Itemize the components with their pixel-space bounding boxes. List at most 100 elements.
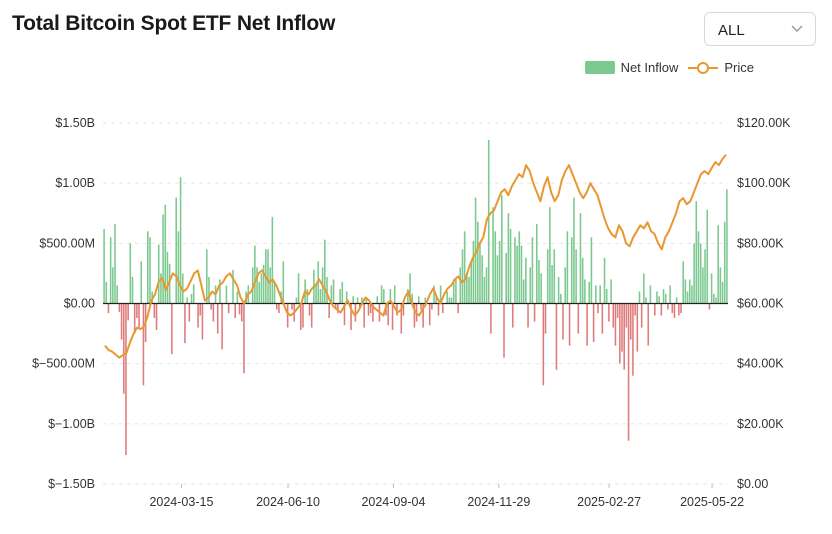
net-inflow-bar [278,303,280,314]
net-inflow-bar [557,277,560,304]
net-inflow-bar [275,303,278,310]
net-inflow-bar [319,289,322,304]
net-inflow-bar [232,269,234,304]
net-inflow-bar [529,267,532,304]
net-inflow-bar [511,303,514,328]
net-inflow-bar [584,279,586,304]
net-inflow-bar [227,303,230,314]
net-inflow-bar [592,303,595,343]
net-inflow-bar [533,303,536,322]
net-inflow-bar [326,277,328,304]
net-inflow-bar [413,303,416,328]
net-inflow-bar [636,303,639,352]
net-inflow-bar [483,277,486,304]
net-inflow-bar [297,273,300,304]
net-inflow-bar [461,249,464,304]
legend-item-net-inflow[interactable]: Net Inflow [584,60,678,75]
net-inflow-bar [105,281,108,304]
net-inflow-bar [387,303,389,326]
net-inflow-bar [422,303,424,328]
net-inflow-bar [514,237,516,304]
net-inflow-bar [107,303,110,314]
net-inflow-bar [162,214,164,304]
net-inflow-bar [721,281,724,304]
net-inflow-bar [142,303,145,386]
net-inflow-bar [566,231,569,304]
net-inflow-bar [699,243,702,304]
net-inflow-bar [599,285,601,304]
net-inflow-bar [647,303,650,346]
net-inflow-bar [238,303,241,315]
net-inflow-bar [350,303,352,330]
net-inflow-bar [160,273,162,304]
net-inflow-bar [487,139,490,304]
net-inflow-bar [588,281,591,304]
range-select[interactable]: ALL [704,12,816,46]
net-inflow-bar [332,279,335,304]
net-inflow-bar [627,303,630,441]
net-inflow-bar [380,285,383,304]
net-inflow-bar [496,255,499,304]
net-inflow-bar [481,255,483,304]
net-inflow-bar [623,303,625,370]
net-inflow-bar [254,245,256,304]
legend-item-price[interactable]: Price [688,60,754,75]
net-inflow-bar [472,240,475,304]
net-inflow-bar [697,231,700,304]
net-inflow-bar [433,285,435,304]
net-inflow-bar [291,303,293,310]
net-inflow-bar [612,303,615,328]
net-inflow-bar [691,285,693,304]
net-inflow-bar [306,289,309,304]
y-left-tick-label: $1.00B [55,176,95,190]
net-inflow-bar [492,207,494,304]
net-inflow-bar [575,249,577,304]
net-inflow-bar [372,303,374,322]
net-inflow-bar [485,267,488,304]
net-inflow-bar [140,261,143,304]
net-inflow-bar [597,303,599,314]
net-inflow-bar [164,204,167,304]
net-inflow-bar [114,224,116,304]
net-inflow-bar [192,284,195,304]
net-inflow-bar [184,303,186,344]
net-inflow-bar [175,197,177,304]
net-inflow-bar [520,245,523,304]
net-inflow-bar [345,291,348,304]
x-tick-label: 2024-11-29 [467,495,530,509]
y-left-tick-label: $0.00 [64,297,95,311]
chart-legend: Net Inflow Price [584,60,754,75]
net-inflow-bar [138,303,140,328]
net-inflow-bar [216,303,219,334]
net-inflow-bar [610,279,612,304]
net-inflow-bar [693,243,695,304]
net-inflow-bar [708,303,711,310]
net-inflow-bar [149,237,151,304]
net-inflow-bar [435,296,438,304]
x-tick-label: 2025-02-27 [577,495,641,509]
net-inflow-bar [505,252,507,304]
net-inflow-bar [171,303,173,355]
net-inflow-bar [577,303,580,334]
net-inflow-bar [684,279,687,304]
net-inflow-bar [267,249,269,304]
net-inflow-bar [603,257,606,304]
net-inflow-bar [339,289,341,304]
net-inflow-bar [490,303,492,334]
net-inflow-bar [221,303,223,350]
y-right-tick-label: $40.00K [737,357,784,371]
net-inflow-bar [299,303,302,330]
legend-swatch-net-inflow [584,61,615,74]
net-inflow-bar [573,197,575,304]
net-inflow-bar [680,303,682,314]
net-inflow-bar [664,293,667,304]
net-inflow-bar [330,285,333,304]
net-inflow-bar [118,303,121,312]
net-inflow-bar [199,303,202,316]
net-inflow-bar [658,296,660,304]
net-inflow-bar [409,273,411,304]
net-inflow-bar [324,239,326,304]
y-left-tick-label: $−500.00M [32,357,95,371]
net-inflow-bar [621,303,623,352]
